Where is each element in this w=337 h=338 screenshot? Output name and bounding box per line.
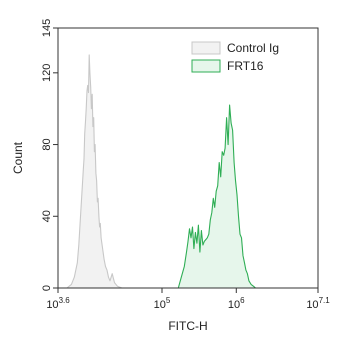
- y-tick-label: 80: [41, 138, 53, 150]
- legend-label: FRT16: [227, 59, 264, 73]
- y-axis-label: Count: [11, 141, 25, 174]
- y-tick-label: 120: [41, 64, 53, 82]
- legend-label: Control Ig: [227, 41, 279, 55]
- series-area-control-ig: [66, 54, 122, 289]
- x-tick-label: 105: [154, 296, 171, 311]
- series-area-frt16: [178, 105, 256, 288]
- x-tick-label: 106: [228, 296, 245, 311]
- legend-swatch: [191, 59, 221, 73]
- x-tick-label: 107.1: [306, 296, 330, 311]
- x-axis-label: FITC-H: [168, 319, 207, 333]
- legend: Control Ig FRT16: [191, 41, 279, 73]
- legend-swatch: [191, 41, 221, 55]
- y-tick-label: 0: [41, 285, 53, 291]
- y-tick-label: 145: [41, 19, 53, 37]
- series-line-frt16: [177, 104, 256, 289]
- series-line-control-ig: [66, 54, 123, 289]
- plot-frame: [57, 27, 319, 289]
- y-tick-label: 40: [41, 210, 53, 222]
- x-tick-label: 103.6: [46, 296, 70, 311]
